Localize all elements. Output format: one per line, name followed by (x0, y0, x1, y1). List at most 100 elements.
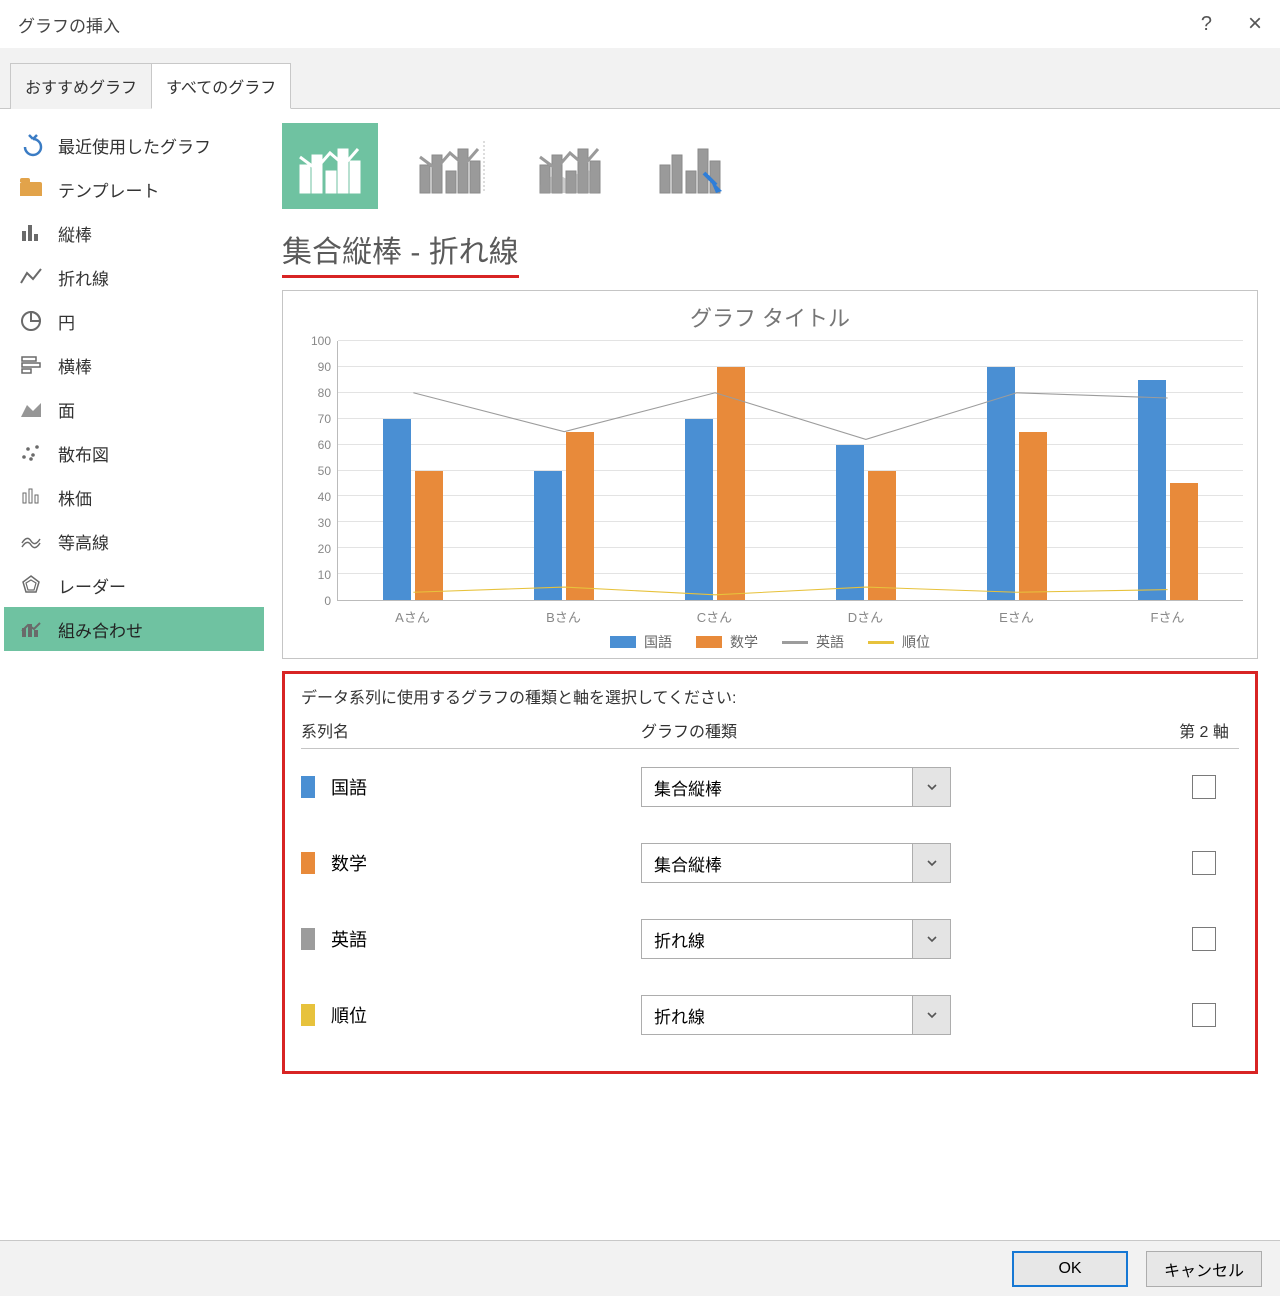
series-config-box: データ系列に使用するグラフの種類と軸を選択してください: 系列名 グラフの種類 … (282, 671, 1258, 1074)
hbars-icon (18, 352, 44, 378)
sidebar-item-label: テンプレート (58, 177, 160, 202)
combo-subtype-1[interactable] (402, 123, 498, 209)
series-header-name: 系列名 (301, 718, 641, 742)
sidebar-item-line[interactable]: 折れ線 (4, 255, 264, 299)
stock-icon (18, 484, 44, 510)
sidebar-item-label: 組み合わせ (58, 617, 143, 642)
series-name: 英語 (331, 926, 367, 952)
series-row: 国語 集合縦棒 (301, 749, 1239, 825)
chart-category-sidebar: 最近使用したグラフテンプレート縦棒折れ線円横棒面散布図株価等高線レーダー組み合わ… (0, 109, 268, 1240)
chart-type-name: 集合縦棒 - 折れ線 (282, 227, 519, 278)
pie-icon (18, 308, 44, 334)
secondary-axis-checkbox[interactable] (1192, 851, 1216, 875)
sidebar-item-bar[interactable]: 横棒 (4, 343, 264, 387)
tab-1[interactable]: すべてのグラフ (151, 63, 291, 109)
sidebar-item-label: 株価 (58, 485, 92, 510)
secondary-axis-checkbox[interactable] (1192, 927, 1216, 951)
sidebar-item-column[interactable]: 縦棒 (4, 211, 264, 255)
sidebar-item-radar[interactable]: レーダー (4, 563, 264, 607)
x-axis-labels: AさんBさんCさんDさんEさんFさん (337, 601, 1243, 626)
scatter-icon (18, 440, 44, 466)
sidebar-item-label: 面 (58, 397, 75, 422)
bar (534, 471, 562, 601)
sidebar-item-recent[interactable]: 最近使用したグラフ (4, 123, 264, 167)
combo-subtype-2[interactable] (522, 123, 618, 209)
radar-icon (18, 572, 44, 598)
sidebar-item-stock[interactable]: 株価 (4, 475, 264, 519)
undo-icon (18, 132, 44, 158)
window-title: グラフの挿入 (18, 12, 120, 37)
ok-button[interactable]: OK (1012, 1251, 1128, 1287)
chevron-down-icon (912, 920, 950, 958)
legend-item: 数学 (696, 632, 758, 652)
combo-subtype-3[interactable] (642, 123, 738, 209)
series-color-swatch (301, 1004, 315, 1026)
area-icon (18, 396, 44, 422)
legend-item: 国語 (610, 632, 672, 652)
chart-preview-title: グラフ タイトル (297, 301, 1243, 333)
secondary-axis-checkbox[interactable] (1192, 1003, 1216, 1027)
sidebar-item-label: 散布図 (58, 441, 109, 466)
bar (685, 419, 713, 600)
series-row: 数学 集合縦棒 (301, 825, 1239, 901)
dialog-footer: OK キャンセル (0, 1240, 1280, 1296)
surface-icon (18, 528, 44, 554)
series-type-select[interactable]: 集合縦棒 (641, 767, 951, 807)
cancel-button[interactable]: キャンセル (1146, 1251, 1262, 1287)
legend-item: 順位 (868, 632, 930, 652)
series-color-swatch (301, 776, 315, 798)
series-type-select[interactable]: 集合縦棒 (641, 843, 951, 883)
combo-icon (18, 616, 44, 642)
series-header-type: グラフの種類 (641, 718, 1169, 742)
sidebar-item-pie[interactable]: 円 (4, 299, 264, 343)
series-header-axis: 第 2 軸 (1169, 718, 1239, 742)
series-name: 順位 (331, 1002, 367, 1028)
line-icon (18, 264, 44, 290)
tabstrip: おすすめグラフすべてのグラフ (0, 48, 1280, 109)
sidebar-item-area[interactable]: 面 (4, 387, 264, 431)
series-name: 国語 (331, 774, 367, 800)
bar (717, 367, 745, 600)
series-row: 英語 折れ線 (301, 901, 1239, 977)
bar (868, 471, 896, 601)
bar (836, 445, 864, 600)
tab-0[interactable]: おすすめグラフ (10, 63, 152, 109)
sidebar-item-scatter[interactable]: 散布図 (4, 431, 264, 475)
series-name: 数学 (331, 850, 367, 876)
series-row: 順位 折れ線 (301, 977, 1239, 1053)
legend-item: 英語 (782, 632, 844, 652)
bars-icon (18, 220, 44, 246)
sidebar-item-label: 等高線 (58, 529, 109, 554)
chart-preview: グラフ タイトル 0102030405060708090100 AさんBさんCさ… (282, 290, 1258, 659)
secondary-axis-checkbox[interactable] (1192, 775, 1216, 799)
sidebar-item-label: 横棒 (58, 353, 92, 378)
chevron-down-icon (912, 844, 950, 882)
series-color-swatch (301, 852, 315, 874)
chevron-down-icon (912, 768, 950, 806)
folder-icon (18, 176, 44, 202)
sidebar-item-label: 折れ線 (58, 265, 109, 290)
close-icon[interactable]: × (1248, 10, 1262, 38)
bar (566, 432, 594, 600)
sidebar-item-label: 縦棒 (58, 221, 92, 246)
chart-legend: 国語 数学 英語 順位 (297, 632, 1243, 652)
sidebar-item-surface[interactable]: 等高線 (4, 519, 264, 563)
series-type-select[interactable]: 折れ線 (641, 995, 951, 1035)
chevron-down-icon (912, 996, 950, 1034)
sidebar-item-label: 最近使用したグラフ (58, 133, 211, 158)
series-type-select[interactable]: 折れ線 (641, 919, 951, 959)
series-instruction: データ系列に使用するグラフの種類と軸を選択してください: (301, 684, 1239, 708)
bar (1138, 380, 1166, 600)
series-color-swatch (301, 928, 315, 950)
combo-subtype-0[interactable] (282, 123, 378, 209)
sidebar-item-label: レーダー (58, 573, 126, 598)
bar (1170, 483, 1198, 600)
sidebar-item-template[interactable]: テンプレート (4, 167, 264, 211)
bar (415, 471, 443, 601)
bar (987, 367, 1015, 600)
bar (1019, 432, 1047, 600)
sidebar-item-combo[interactable]: 組み合わせ (4, 607, 264, 651)
help-icon[interactable]: ? (1201, 13, 1212, 36)
bar (383, 419, 411, 600)
titlebar: グラフの挿入 ? × (0, 0, 1280, 48)
